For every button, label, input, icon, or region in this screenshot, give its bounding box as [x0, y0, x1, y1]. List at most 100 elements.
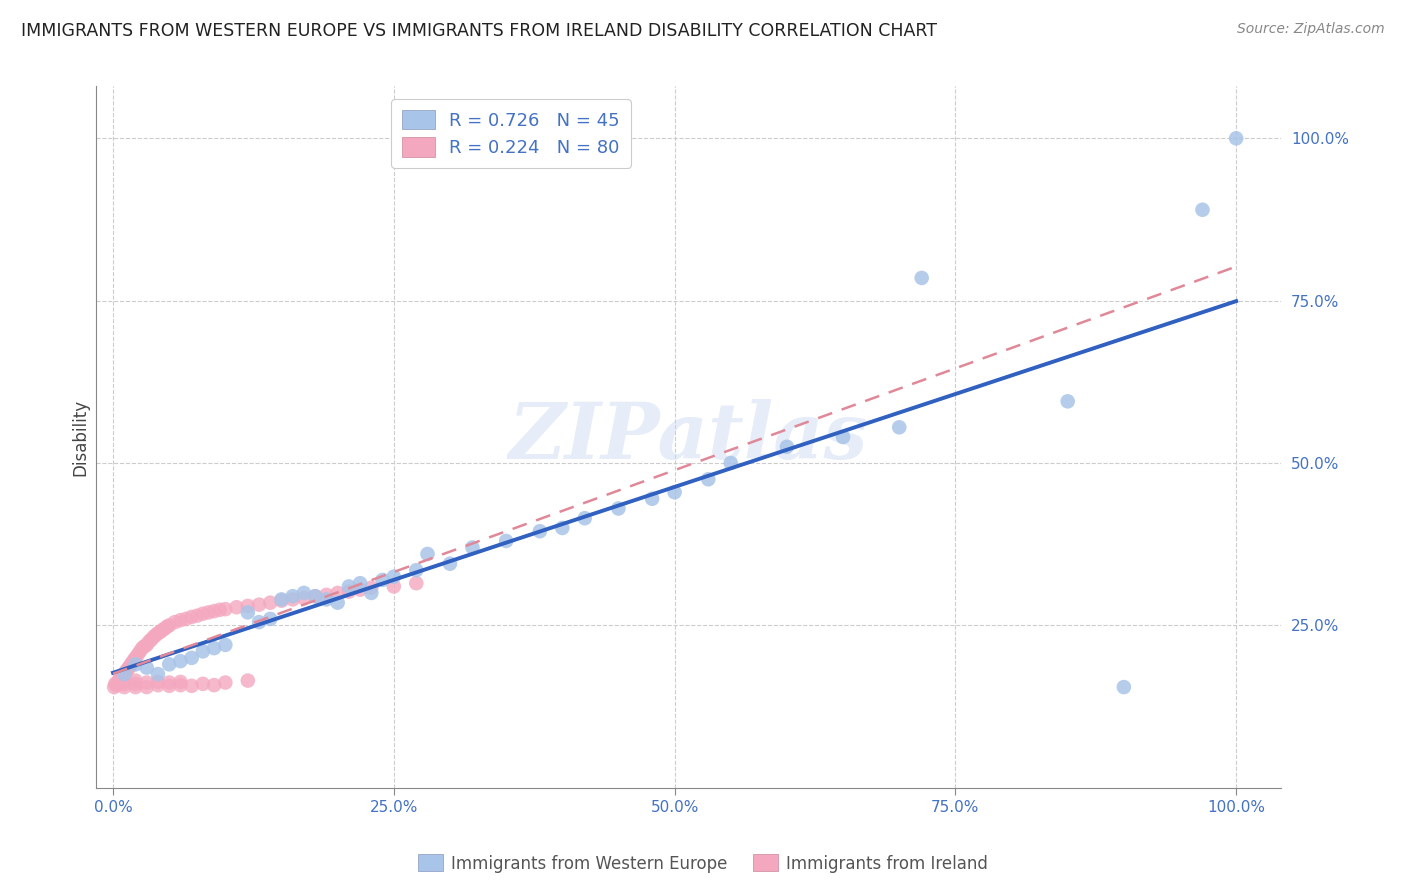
Point [214, 602, 236, 616]
Point [124, 653, 146, 667]
Point [304, 589, 326, 603]
Point [110, 672, 132, 686]
Point [259, 612, 281, 626]
Point [236, 606, 259, 620]
Point [270, 593, 292, 607]
Point [439, 557, 461, 571]
Point [104, 677, 127, 691]
Point [664, 485, 686, 500]
Point [416, 547, 439, 561]
Point [191, 677, 214, 691]
Point [495, 533, 517, 548]
Point [118, 660, 141, 674]
Point [382, 570, 405, 584]
Text: Source: ZipAtlas.com: Source: ZipAtlas.com [1237, 22, 1385, 37]
Point [259, 596, 281, 610]
Point [247, 615, 270, 629]
Point [247, 598, 270, 612]
Point [120, 657, 142, 672]
Point [129, 644, 152, 658]
Point [124, 657, 146, 672]
Point [315, 588, 337, 602]
Point [112, 670, 135, 684]
Point [169, 678, 191, 692]
Point [270, 592, 292, 607]
Point [107, 675, 129, 690]
Point [112, 669, 135, 683]
Point [776, 440, 799, 454]
Y-axis label: Disability: Disability [72, 399, 89, 475]
Point [911, 271, 934, 285]
Point [697, 472, 720, 486]
Point [169, 654, 191, 668]
Point [236, 599, 259, 613]
Legend: R = 0.726   N = 45, R = 0.224   N = 80: R = 0.726 N = 45, R = 0.224 N = 80 [391, 99, 630, 168]
Point [124, 673, 146, 688]
Point [551, 521, 574, 535]
Point [145, 628, 167, 642]
Point [1056, 394, 1078, 409]
Point [349, 582, 371, 597]
Point [146, 674, 169, 689]
Point [157, 675, 180, 690]
Point [112, 680, 135, 694]
Point [292, 591, 315, 606]
Point [180, 651, 202, 665]
Point [114, 665, 136, 680]
Point [315, 592, 337, 607]
Point [108, 674, 131, 689]
Point [169, 613, 191, 627]
Point [131, 641, 153, 656]
Point [405, 563, 427, 577]
Point [124, 680, 146, 694]
Point [405, 576, 427, 591]
Point [135, 660, 157, 674]
Point [135, 680, 157, 694]
Point [112, 667, 135, 681]
Point [112, 673, 135, 688]
Point [214, 638, 236, 652]
Point [461, 541, 484, 555]
Point [122, 654, 145, 668]
Point [157, 679, 180, 693]
Point [236, 673, 259, 688]
Point [832, 430, 855, 444]
Point [197, 606, 219, 620]
Point [889, 420, 911, 434]
Point [529, 524, 551, 539]
Point [134, 639, 156, 653]
Point [174, 612, 197, 626]
Point [180, 679, 202, 693]
Point [360, 581, 382, 595]
Point [146, 678, 169, 692]
Point [371, 573, 394, 587]
Point [127, 648, 149, 662]
Point [169, 674, 191, 689]
Point [115, 664, 138, 678]
Point [180, 610, 202, 624]
Point [208, 603, 231, 617]
Point [149, 624, 172, 639]
Point [135, 675, 157, 690]
Point [105, 678, 128, 692]
Point [360, 586, 382, 600]
Point [142, 630, 165, 644]
Point [326, 586, 349, 600]
Point [1191, 202, 1213, 217]
Point [153, 622, 176, 636]
Point [141, 632, 163, 647]
Point [124, 677, 146, 691]
Point [191, 644, 214, 658]
Text: ZIPatlas: ZIPatlas [509, 399, 869, 475]
Point [214, 675, 236, 690]
Text: IMMIGRANTS FROM WESTERN EUROPE VS IMMIGRANTS FROM IRELAND DISABILITY CORRELATION: IMMIGRANTS FROM WESTERN EUROPE VS IMMIGR… [21, 22, 936, 40]
Point [117, 663, 139, 677]
Point [112, 677, 135, 691]
Point [304, 589, 326, 603]
Point [124, 651, 146, 665]
Point [720, 456, 742, 470]
Point [292, 586, 315, 600]
Point [574, 511, 596, 525]
Point [382, 579, 405, 593]
Point [337, 579, 360, 593]
